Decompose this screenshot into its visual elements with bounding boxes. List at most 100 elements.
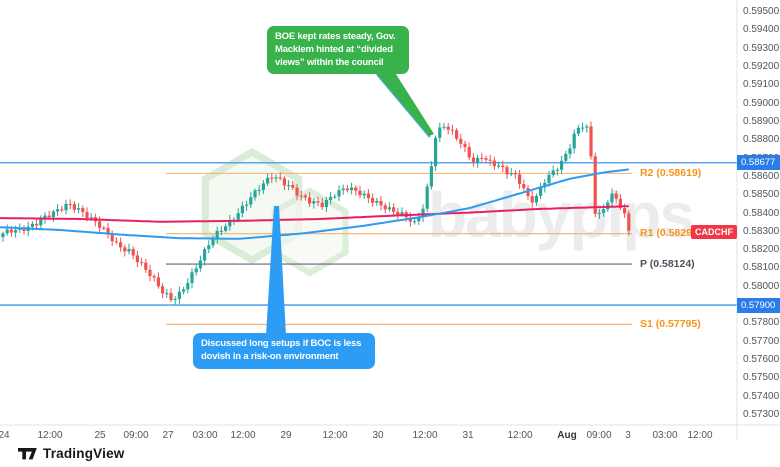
- time-tick-label: 25: [94, 430, 106, 441]
- candle-down: [501, 165, 505, 168]
- ma-fast-blue[interactable]: [0, 168, 629, 240]
- candle-down: [316, 201, 320, 203]
- candle-down: [366, 193, 370, 198]
- candle-up: [182, 289, 186, 292]
- candle-down: [282, 178, 286, 186]
- candle-up: [585, 126, 589, 128]
- candle-down: [81, 208, 85, 212]
- time-tick-label: 29: [280, 430, 292, 441]
- time-tick-label: 30: [372, 430, 384, 441]
- candle-up: [400, 212, 404, 215]
- candle-down: [9, 229, 13, 233]
- candle-up: [14, 229, 18, 233]
- callout-boe-note[interactable]: BOE kept rates steady, Gov. Macklem hinte…: [267, 26, 409, 75]
- watermark-text: babypips: [428, 179, 693, 251]
- candle-up: [602, 209, 606, 213]
- price-line-tag: 0.58677: [737, 155, 780, 171]
- candle-down: [123, 247, 127, 252]
- candle-up: [568, 148, 572, 154]
- candle-down: [593, 156, 597, 214]
- callout-boc-note[interactable]: Discussed long setups if BOC is less dovi…: [193, 333, 375, 369]
- candle-up: [341, 188, 345, 191]
- candle-down: [455, 130, 459, 139]
- ma-slow-pink[interactable]: [0, 205, 629, 223]
- candle-down: [320, 202, 324, 208]
- candle-up: [249, 197, 253, 205]
- candle-up: [362, 193, 366, 196]
- candle-down: [459, 138, 463, 144]
- candle-down: [618, 198, 622, 209]
- candle-up: [30, 223, 34, 227]
- candle-up: [203, 249, 207, 261]
- candle-up: [215, 230, 219, 239]
- price-tick-label: 0.58600: [743, 170, 780, 182]
- candle-up: [198, 260, 202, 269]
- callout-boe-pointer: [374, 71, 434, 136]
- candle-up: [434, 137, 438, 167]
- candle-down: [484, 158, 488, 160]
- callout-text-line: Macklem hinted at “divided: [275, 43, 393, 55]
- candle-down: [480, 157, 484, 159]
- candle-down: [518, 174, 522, 184]
- price-tick-label: 0.59200: [743, 60, 780, 72]
- time-tick-label: 31: [462, 430, 474, 441]
- candle-down: [295, 187, 299, 196]
- candle-down: [303, 195, 307, 198]
- pivot-label: P (0.58124): [640, 257, 695, 270]
- candle-up: [274, 177, 278, 179]
- pivot-label: R1 (0.58290): [640, 227, 702, 240]
- price-tick-label: 0.59100: [743, 79, 780, 91]
- tradingview-logo-icon: [18, 447, 37, 459]
- time-tick-label: 12:00: [37, 430, 63, 441]
- candle-up: [240, 205, 244, 214]
- candle-down: [22, 228, 26, 232]
- candle-down: [522, 183, 526, 189]
- price-tick-label: 0.57500: [743, 372, 780, 384]
- candle-down: [379, 200, 383, 206]
- candle-down: [446, 126, 450, 130]
- candle-up: [534, 195, 538, 203]
- candle-up: [266, 177, 270, 184]
- candle-up: [51, 211, 55, 218]
- time-axis[interactable]: 24 12:00 25 09:00 27 03:00 12:00 29 12:00 30 12:00…: [0, 426, 780, 442]
- candle-up: [64, 204, 68, 211]
- candle-down: [513, 173, 517, 175]
- candle-down: [308, 197, 312, 204]
- candle-up: [421, 208, 425, 217]
- time-tick-label: 09:00: [123, 430, 149, 441]
- candle-up: [287, 185, 291, 187]
- candle-up: [43, 215, 47, 220]
- price-tick-label: 0.59400: [743, 24, 780, 36]
- tradingview-branding: TradingView: [18, 446, 124, 461]
- price-tick-label: 0.58100: [743, 262, 780, 274]
- price-tick-label: 0.58900: [743, 115, 780, 127]
- candle-up: [597, 212, 601, 214]
- candle-down: [140, 262, 144, 264]
- time-tick-label: 03:00: [652, 430, 678, 441]
- price-tick-label: 0.58200: [743, 244, 780, 256]
- candle-down: [396, 211, 400, 215]
- candle-up: [413, 221, 417, 223]
- price-tick-label: 0.59300: [743, 42, 780, 54]
- candle-up: [539, 187, 543, 196]
- candle-up: [329, 196, 333, 200]
- candle-down: [72, 204, 76, 210]
- candle-up: [560, 160, 564, 170]
- candle-up: [547, 174, 551, 183]
- candle-down: [131, 248, 135, 256]
- candle-down: [60, 209, 64, 211]
- candle-down: [148, 269, 152, 277]
- price-axis[interactable]: 0.59500 0.59400 0.59300 0.59200 0.59100 0.590…: [738, 0, 780, 425]
- candle-up: [555, 169, 559, 171]
- candle-down: [169, 293, 173, 301]
- price-tick-label: 0.57700: [743, 335, 780, 347]
- candle-up: [173, 298, 177, 301]
- candle-down: [110, 233, 114, 242]
- candle-down: [114, 241, 118, 243]
- candle-down: [467, 147, 471, 158]
- candle-up: [5, 229, 9, 234]
- candle-up: [350, 187, 354, 191]
- candle-down: [102, 227, 106, 229]
- candle-down: [85, 211, 89, 218]
